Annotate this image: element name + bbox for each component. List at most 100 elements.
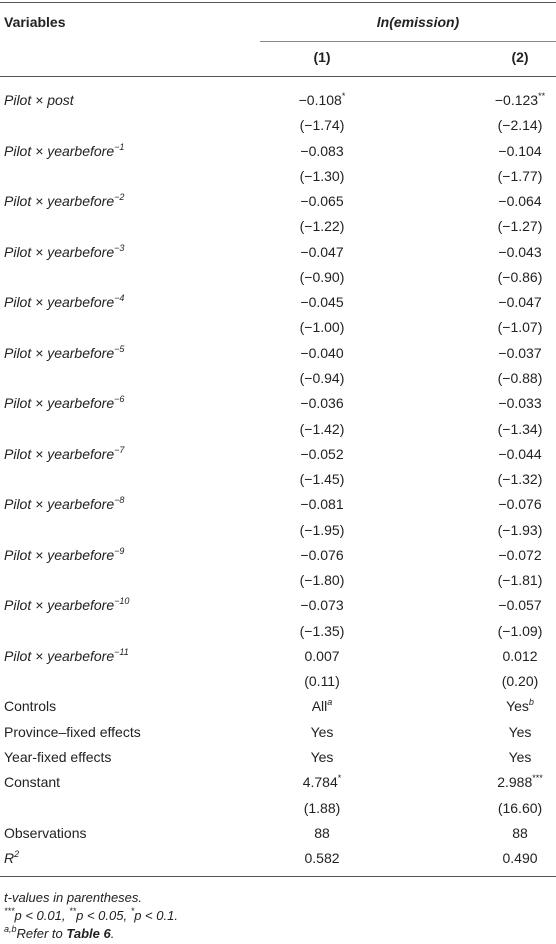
label-text: Constant (4, 774, 61, 791)
cell: Alla (312, 697, 333, 715)
label-text: Pilot × yearbefore (4, 142, 115, 159)
cell: (−1.07) (498, 318, 543, 336)
cell: (−1.30) (300, 167, 345, 185)
cell-sup: ** (538, 91, 546, 101)
row-label: R2 (4, 849, 19, 867)
cell-text: (−0.86) (497, 268, 543, 285)
cell: −0.076 (498, 495, 541, 513)
cell-text: (−1.80) (299, 572, 345, 589)
cell: 0.012 (502, 647, 537, 665)
cell: −0.057 (498, 596, 541, 614)
cell-sup: *** (532, 773, 543, 784)
cell: −0.037 (498, 344, 541, 362)
label-text: Pilot × post (4, 92, 74, 108)
row-label: Constant (4, 773, 60, 791)
cell-text: (−0.94) (299, 369, 345, 386)
cell-text: −0.072 (498, 546, 542, 563)
cell-text: −0.064 (498, 193, 542, 210)
cell: 0.582 (304, 849, 339, 867)
cell: (−1.34) (498, 420, 543, 438)
cell: (−1.80) (300, 571, 345, 589)
cell: (−0.86) (498, 268, 543, 286)
note: t-values in parentheses. (4, 889, 142, 907)
cell: 0.490 (502, 849, 537, 867)
cell: (16.60) (498, 799, 542, 817)
cell: (−1.22) (300, 217, 345, 235)
cell-text: −0.033 (498, 395, 542, 412)
cell-text: Yes (508, 749, 532, 766)
cell: −0.040 (300, 344, 343, 362)
row-label: Pilot × yearbefore−4 (4, 293, 124, 311)
cell-text: −0.036 (300, 395, 344, 412)
cell: −0.033 (498, 394, 541, 412)
cell: −0.076 (300, 546, 343, 564)
cell: (−1.00) (300, 318, 345, 336)
label-text: Pilot × yearbefore (4, 445, 115, 462)
cell-text: (−1.93) (497, 521, 543, 538)
cell: (−2.14) (498, 116, 543, 134)
label-text: Pilot × yearbefore (4, 243, 115, 260)
cell-text: −0.043 (498, 243, 542, 260)
group-header: ln(emission) (376, 14, 460, 30)
cell-text: −0.076 (300, 546, 344, 563)
cell-sup: b (528, 697, 534, 708)
cell: −0.036 (300, 394, 343, 412)
cell-text: −0.040 (300, 344, 344, 361)
label-sup: −6 (114, 394, 125, 405)
cell-sup: * (341, 91, 346, 101)
col-header: (2) (511, 49, 529, 65)
label-sup: −9 (114, 545, 125, 556)
cell-text: −0.108 (298, 92, 342, 108)
cell-text: Yes (506, 698, 529, 715)
note-part: p < 0.05, (76, 908, 131, 923)
cell: −0.044 (498, 445, 541, 463)
cell: −0.045 (300, 293, 343, 311)
cell-text: (−1.45) (299, 471, 345, 488)
cell-text: 4.784 (302, 774, 338, 791)
cell-text: (−1.09) (497, 622, 543, 639)
cell-text: 0.007 (304, 647, 340, 664)
cell: −0.043 (498, 243, 541, 261)
note-part: p < 0.1. (134, 908, 178, 923)
cell-text: (−1.34) (497, 420, 543, 437)
cell: Yes (311, 748, 334, 766)
cell-text: −0.123 (494, 92, 539, 108)
cell: (0.11) (304, 672, 340, 690)
label-text: Controls (4, 698, 57, 715)
cell: 0.007 (304, 647, 339, 665)
cell: 88 (314, 824, 330, 842)
cell: 88 (512, 824, 528, 842)
cell-text: (−0.88) (497, 369, 543, 386)
cell-text: (−1.00) (299, 319, 345, 336)
cell-text: (0.20) (501, 673, 539, 690)
row-label: Pilot × yearbefore−2 (4, 192, 124, 210)
cell-text: (0.11) (304, 673, 340, 690)
cell-text: Yes (310, 723, 334, 740)
note-part: ** (69, 906, 77, 916)
cell: (1.88) (304, 799, 341, 817)
note-part: *** (4, 906, 15, 916)
label-sup: −2 (114, 192, 125, 203)
label-text: Pilot × yearbefore (4, 496, 115, 513)
cell-text: −0.081 (300, 496, 344, 513)
cell: 2.988*** (497, 773, 543, 791)
cell-text: (−1.07) (497, 319, 543, 336)
cell-text: −0.057 (498, 597, 542, 614)
cell-text: (−1.35) (299, 622, 345, 639)
cell: (−1.74) (300, 116, 345, 134)
label-text: Pilot × yearbefore (4, 344, 115, 361)
label-sup: −7 (114, 444, 125, 455)
cell-text: (−1.32) (497, 471, 543, 488)
cell-text: 0.490 (502, 850, 538, 867)
cell: Yes (311, 723, 334, 741)
label-sup: −5 (114, 343, 125, 354)
cell-text: −0.076 (498, 496, 542, 513)
note-part: Table 6 (66, 926, 111, 941)
cell: −0.072 (498, 546, 541, 564)
cell: (−0.90) (300, 268, 345, 286)
cell-text: −0.037 (498, 344, 542, 361)
row-label: Province–fixed effects (4, 723, 141, 741)
label-text: Observations (4, 824, 87, 841)
cell: (−1.77) (498, 167, 543, 185)
cell-text: (16.60) (497, 799, 543, 816)
